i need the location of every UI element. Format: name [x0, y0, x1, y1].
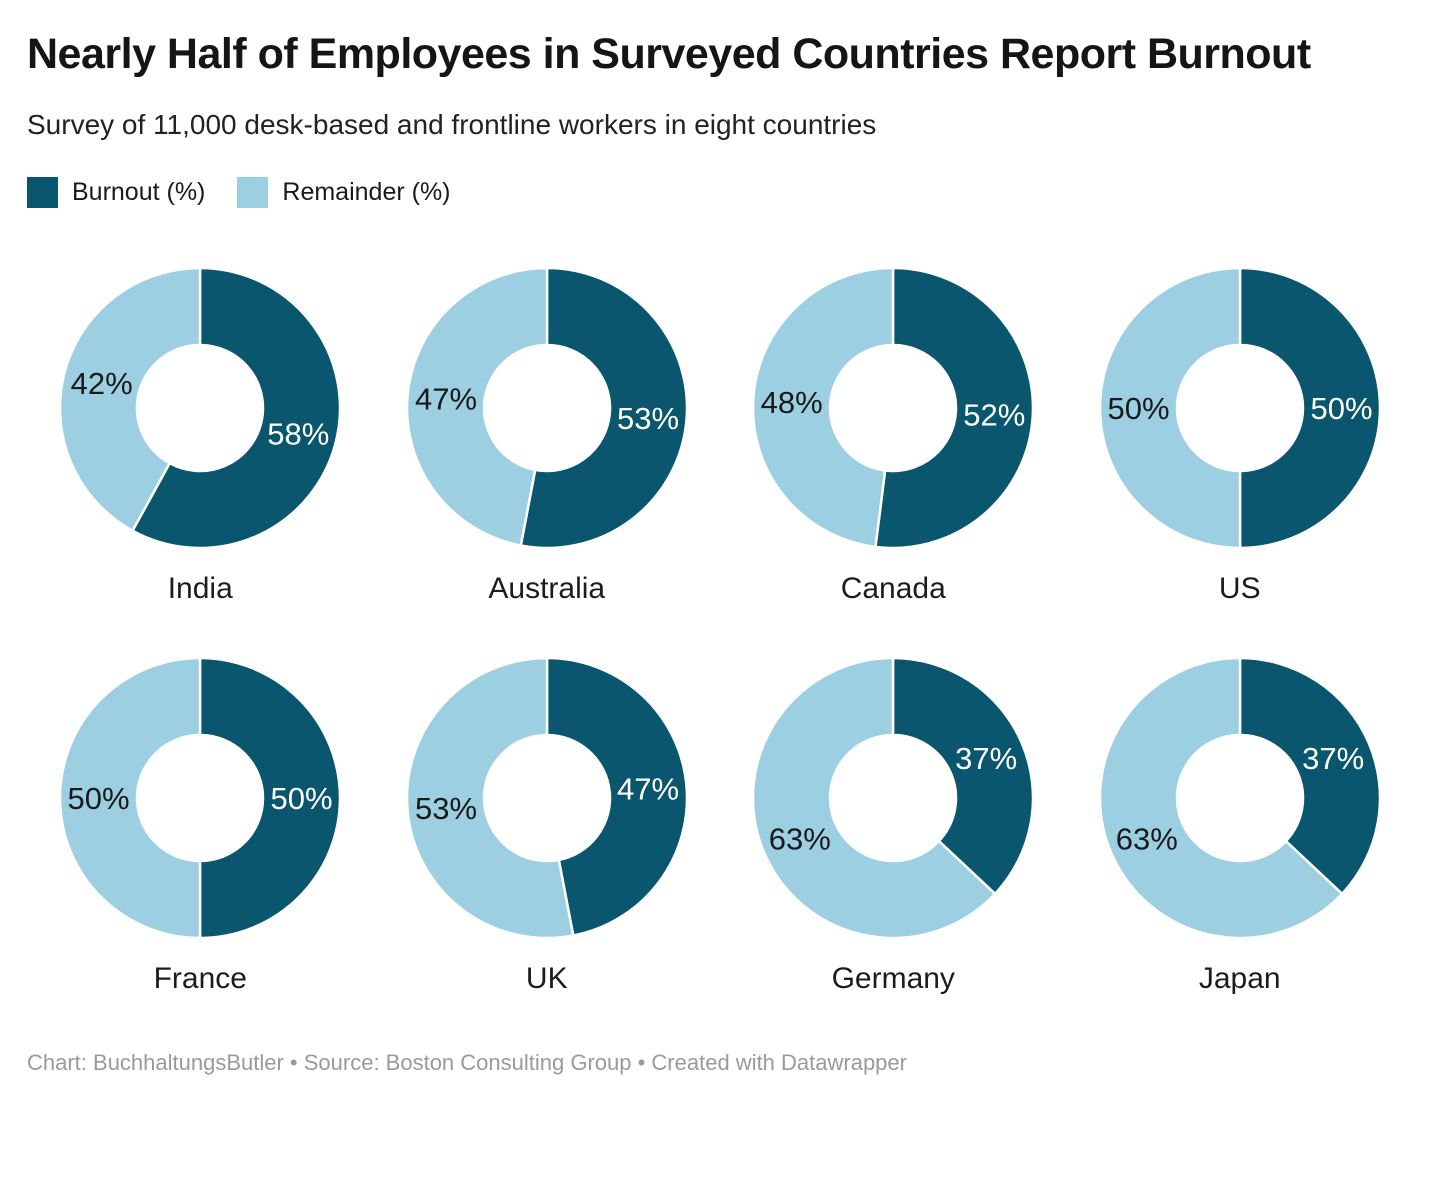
- chart-subtitle: Survey of 11,000 desk-based and frontlin…: [27, 108, 877, 140]
- value-label-burnout-india: 58%: [268, 416, 330, 451]
- donut-cell-france: 50% 50% France: [54, 652, 346, 996]
- slice-burnout-us: [1238, 266, 1381, 549]
- slice-remainder-australia: [405, 266, 548, 547]
- value-label-remainder-us: 50%: [1107, 391, 1169, 426]
- legend: Burnout (%) Remainder (%): [27, 176, 1413, 208]
- legend-item-burnout: Burnout (%): [27, 176, 206, 208]
- slice-remainder-us: [1098, 266, 1241, 549]
- value-label-remainder-japan: 63%: [1116, 821, 1178, 856]
- value-label-burnout-us: 50%: [1310, 391, 1372, 426]
- donut-cell-australia: 53% 47% Australia: [401, 262, 693, 606]
- donut-cell-germany: 37% 63% Germany: [747, 652, 1039, 996]
- slice-remainder-japan: [1098, 656, 1344, 939]
- value-label-remainder-canada: 48%: [761, 385, 823, 420]
- value-label-remainder-germany: 63%: [769, 821, 831, 856]
- slice-burnout-france: [199, 656, 342, 939]
- chart-page: Nearly Half of Employees in Surveyed Cou…: [27, 30, 1413, 1075]
- legend-swatch-remainder: [237, 176, 269, 208]
- legend-item-remainder: Remainder (%): [237, 176, 451, 208]
- slice-burnout-india: [131, 266, 342, 549]
- donut-chart-germany: 37% 63%: [752, 656, 1035, 939]
- country-label-us: US: [1218, 571, 1261, 605]
- slice-burnout-germany: [892, 656, 1035, 895]
- country-label-germany: Germany: [831, 961, 955, 995]
- slice-burnout-canada: [874, 266, 1035, 549]
- legend-label-burnout: Burnout (%): [72, 177, 206, 206]
- donut-cell-india: 58% 42% India: [54, 262, 346, 606]
- value-label-remainder-france: 50%: [68, 781, 130, 816]
- legend-label-remainder: Remainder (%): [282, 177, 451, 206]
- slice-remainder-india: [59, 266, 202, 532]
- donut-grid: 58% 42% India 53% 47% Australia 52% 48% Canada 50…: [27, 262, 1413, 996]
- value-label-remainder-india: 42%: [71, 366, 133, 401]
- donut-chart-france: 50% 50%: [59, 656, 342, 939]
- chart-title: Nearly Half of Employees in Surveyed Cou…: [27, 30, 1311, 78]
- donut-chart-us: 50% 50%: [1098, 266, 1381, 549]
- country-label-australia: Australia: [488, 571, 606, 605]
- donut-cell-us: 50% 50% US: [1094, 262, 1386, 606]
- country-label-india: India: [167, 571, 233, 605]
- donut-chart-india: 58% 42%: [59, 266, 342, 549]
- country-label-japan: Japan: [1198, 961, 1281, 995]
- value-label-burnout-france: 50%: [271, 781, 333, 816]
- country-label-canada: Canada: [840, 571, 946, 605]
- slice-burnout-australia: [519, 266, 688, 549]
- slice-remainder-france: [59, 656, 202, 939]
- donut-cell-uk: 47% 53% UK: [401, 652, 693, 996]
- donut-cell-japan: 37% 63% Japan: [1094, 652, 1386, 996]
- slice-remainder-uk: [405, 656, 575, 939]
- slice-burnout-uk: [545, 656, 688, 937]
- value-label-burnout-canada: 52%: [964, 397, 1026, 432]
- slice-burnout-japan: [1238, 656, 1382, 895]
- donut-cell-canada: 52% 48% Canada: [747, 262, 1039, 606]
- slice-remainder-germany: [752, 656, 997, 939]
- value-label-burnout-germany: 37%: [955, 741, 1017, 776]
- donut-chart-australia: 53% 47%: [405, 266, 688, 549]
- slice-remainder-canada: [752, 266, 895, 548]
- donut-chart-uk: 47% 53%: [405, 656, 688, 939]
- donut-chart-japan: 37% 63%: [1098, 656, 1382, 939]
- value-label-remainder-australia: 47%: [415, 381, 477, 416]
- country-label-france: France: [153, 961, 247, 995]
- value-label-burnout-australia: 53%: [617, 401, 679, 436]
- donut-chart-canada: 52% 48%: [752, 266, 1035, 549]
- footer-attribution: Chart: BuchhaltungsButler • Source: Bost…: [27, 1049, 907, 1075]
- legend-swatch-burnout: [27, 176, 58, 208]
- value-label-burnout-japan: 37%: [1302, 741, 1364, 776]
- value-label-burnout-uk: 47%: [617, 771, 679, 806]
- country-label-uk: UK: [525, 961, 568, 995]
- value-label-remainder-uk: 53%: [415, 791, 477, 826]
